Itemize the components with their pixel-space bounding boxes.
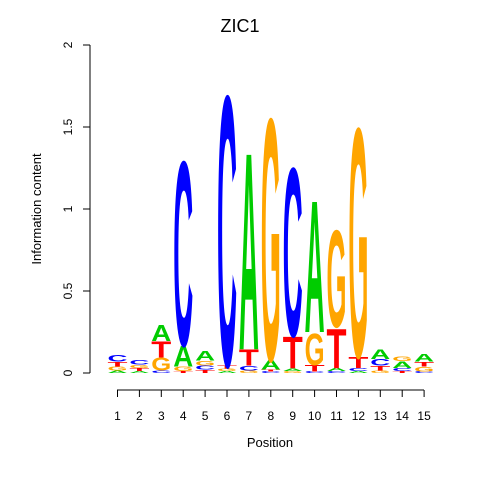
logo-letter-t: T [348,354,368,371]
logo-letter-a: A [173,341,193,374]
logo-letter-g: G [151,354,171,374]
chart-title: ZIC1 [220,16,259,36]
y-tick-label: 1.5 [61,118,75,135]
logo-letter-a: A [108,370,128,374]
x-tick-label: 7 [246,409,253,423]
logo-letter-a: A [217,371,237,374]
logo-letter-g: G [392,355,412,363]
x-tick-label: 3 [158,409,165,423]
logo-letter-a: A [370,347,390,363]
logo-letter-g: G [129,364,149,369]
y-tick-label: 2 [61,41,75,48]
x-tick-label: 15 [417,409,431,423]
logo-letter-c: C [239,365,259,372]
x-tick-label: 2 [136,409,143,423]
logo-letter-t: T [239,345,259,371]
logo-letter-g: G [173,365,193,372]
logo-letter-c: C [129,359,149,366]
logo-letter-a: A [414,352,434,364]
logo-letter-a: A [129,371,149,374]
x-tick-label: 13 [374,409,388,423]
logo-letter-c: C [327,371,347,374]
logo-letter-g: G [108,365,128,371]
logo-letter-c: C [195,365,215,371]
y-axis-title: Information content [29,153,44,265]
logo-letter-a: A [392,360,412,370]
x-tick-label: 4 [180,409,187,423]
logo-letter-a: A [327,367,347,372]
logo-letter-c: C [108,354,128,364]
logo-letter-a: A [261,357,281,373]
x-tick-label: 14 [396,409,410,423]
logo-letter-t: T [305,363,325,373]
logo-letter-g: G [370,370,390,374]
x-tick-label: 8 [267,409,274,423]
logo-letter-a: A [239,93,259,410]
logo-letter-a: A [305,161,325,372]
logo-letter-g: G [261,48,281,434]
logo-letter-a: A [283,368,303,372]
x-tick-label: 10 [308,409,322,423]
logo-letter-c: C [414,371,434,374]
logo-letter-g: G [283,370,303,373]
x-tick-label: 5 [202,409,209,423]
logo-letter-c: C [348,367,368,372]
logo-letter-t: T [129,367,150,372]
logo-letter-t: T [414,361,435,369]
y-axis: 0 0.5 1 1.5 2 [61,41,91,376]
logo-letter-c: C [283,118,303,388]
logo-letter-t: T [283,328,303,379]
logo-letter-g: G [327,203,347,357]
logo-letter-c: C [261,371,281,374]
logo-letter-g: G [305,324,325,374]
logo-letter-a: A [348,371,368,374]
logo-letter-t: T [108,361,129,369]
logo-letter-a: A [195,348,215,364]
logo-letter-c: C [173,106,193,401]
logo-letter-g: G [239,370,259,374]
logo-letter-c: C [217,17,237,449]
logo-letter-c: C [370,358,390,368]
logo-letter-a: A [151,321,171,346]
x-tick-label: 1 [114,409,121,423]
logo-letter-g: G [217,368,237,372]
logo-letter-t: T [217,364,238,369]
logo-letter-t: T [392,371,412,374]
logo-letter-t: T [327,316,347,380]
logo-letter-t: T [173,371,193,374]
logo-letter-g: G [414,365,434,373]
y-tick-label: 1 [61,205,75,212]
logo-letter-c: C [392,367,412,372]
x-tick-label: 9 [289,409,296,423]
x-axis: 1 2 3 4 5 6 7 8 9 10 11 12 13 14 15 [114,389,431,423]
x-tick-label: 6 [224,409,231,423]
logo-letter-c: C [305,371,325,374]
logo-letter-t: T [151,336,171,362]
logo-letter-c: C [151,370,171,374]
logo-letter-t: T [370,365,391,373]
x-tick-label: 11 [330,409,343,423]
logo-letter-t: T [261,369,281,372]
y-tick-label: 0.5 [61,282,75,299]
logo-letter-g: G [348,60,368,427]
x-axis-title: Position [247,435,293,450]
logo-letter-t: T [195,369,216,374]
logo-letter-g: G [195,359,215,367]
x-tick-label: 12 [352,409,366,423]
y-tick-label: 0 [61,369,75,376]
